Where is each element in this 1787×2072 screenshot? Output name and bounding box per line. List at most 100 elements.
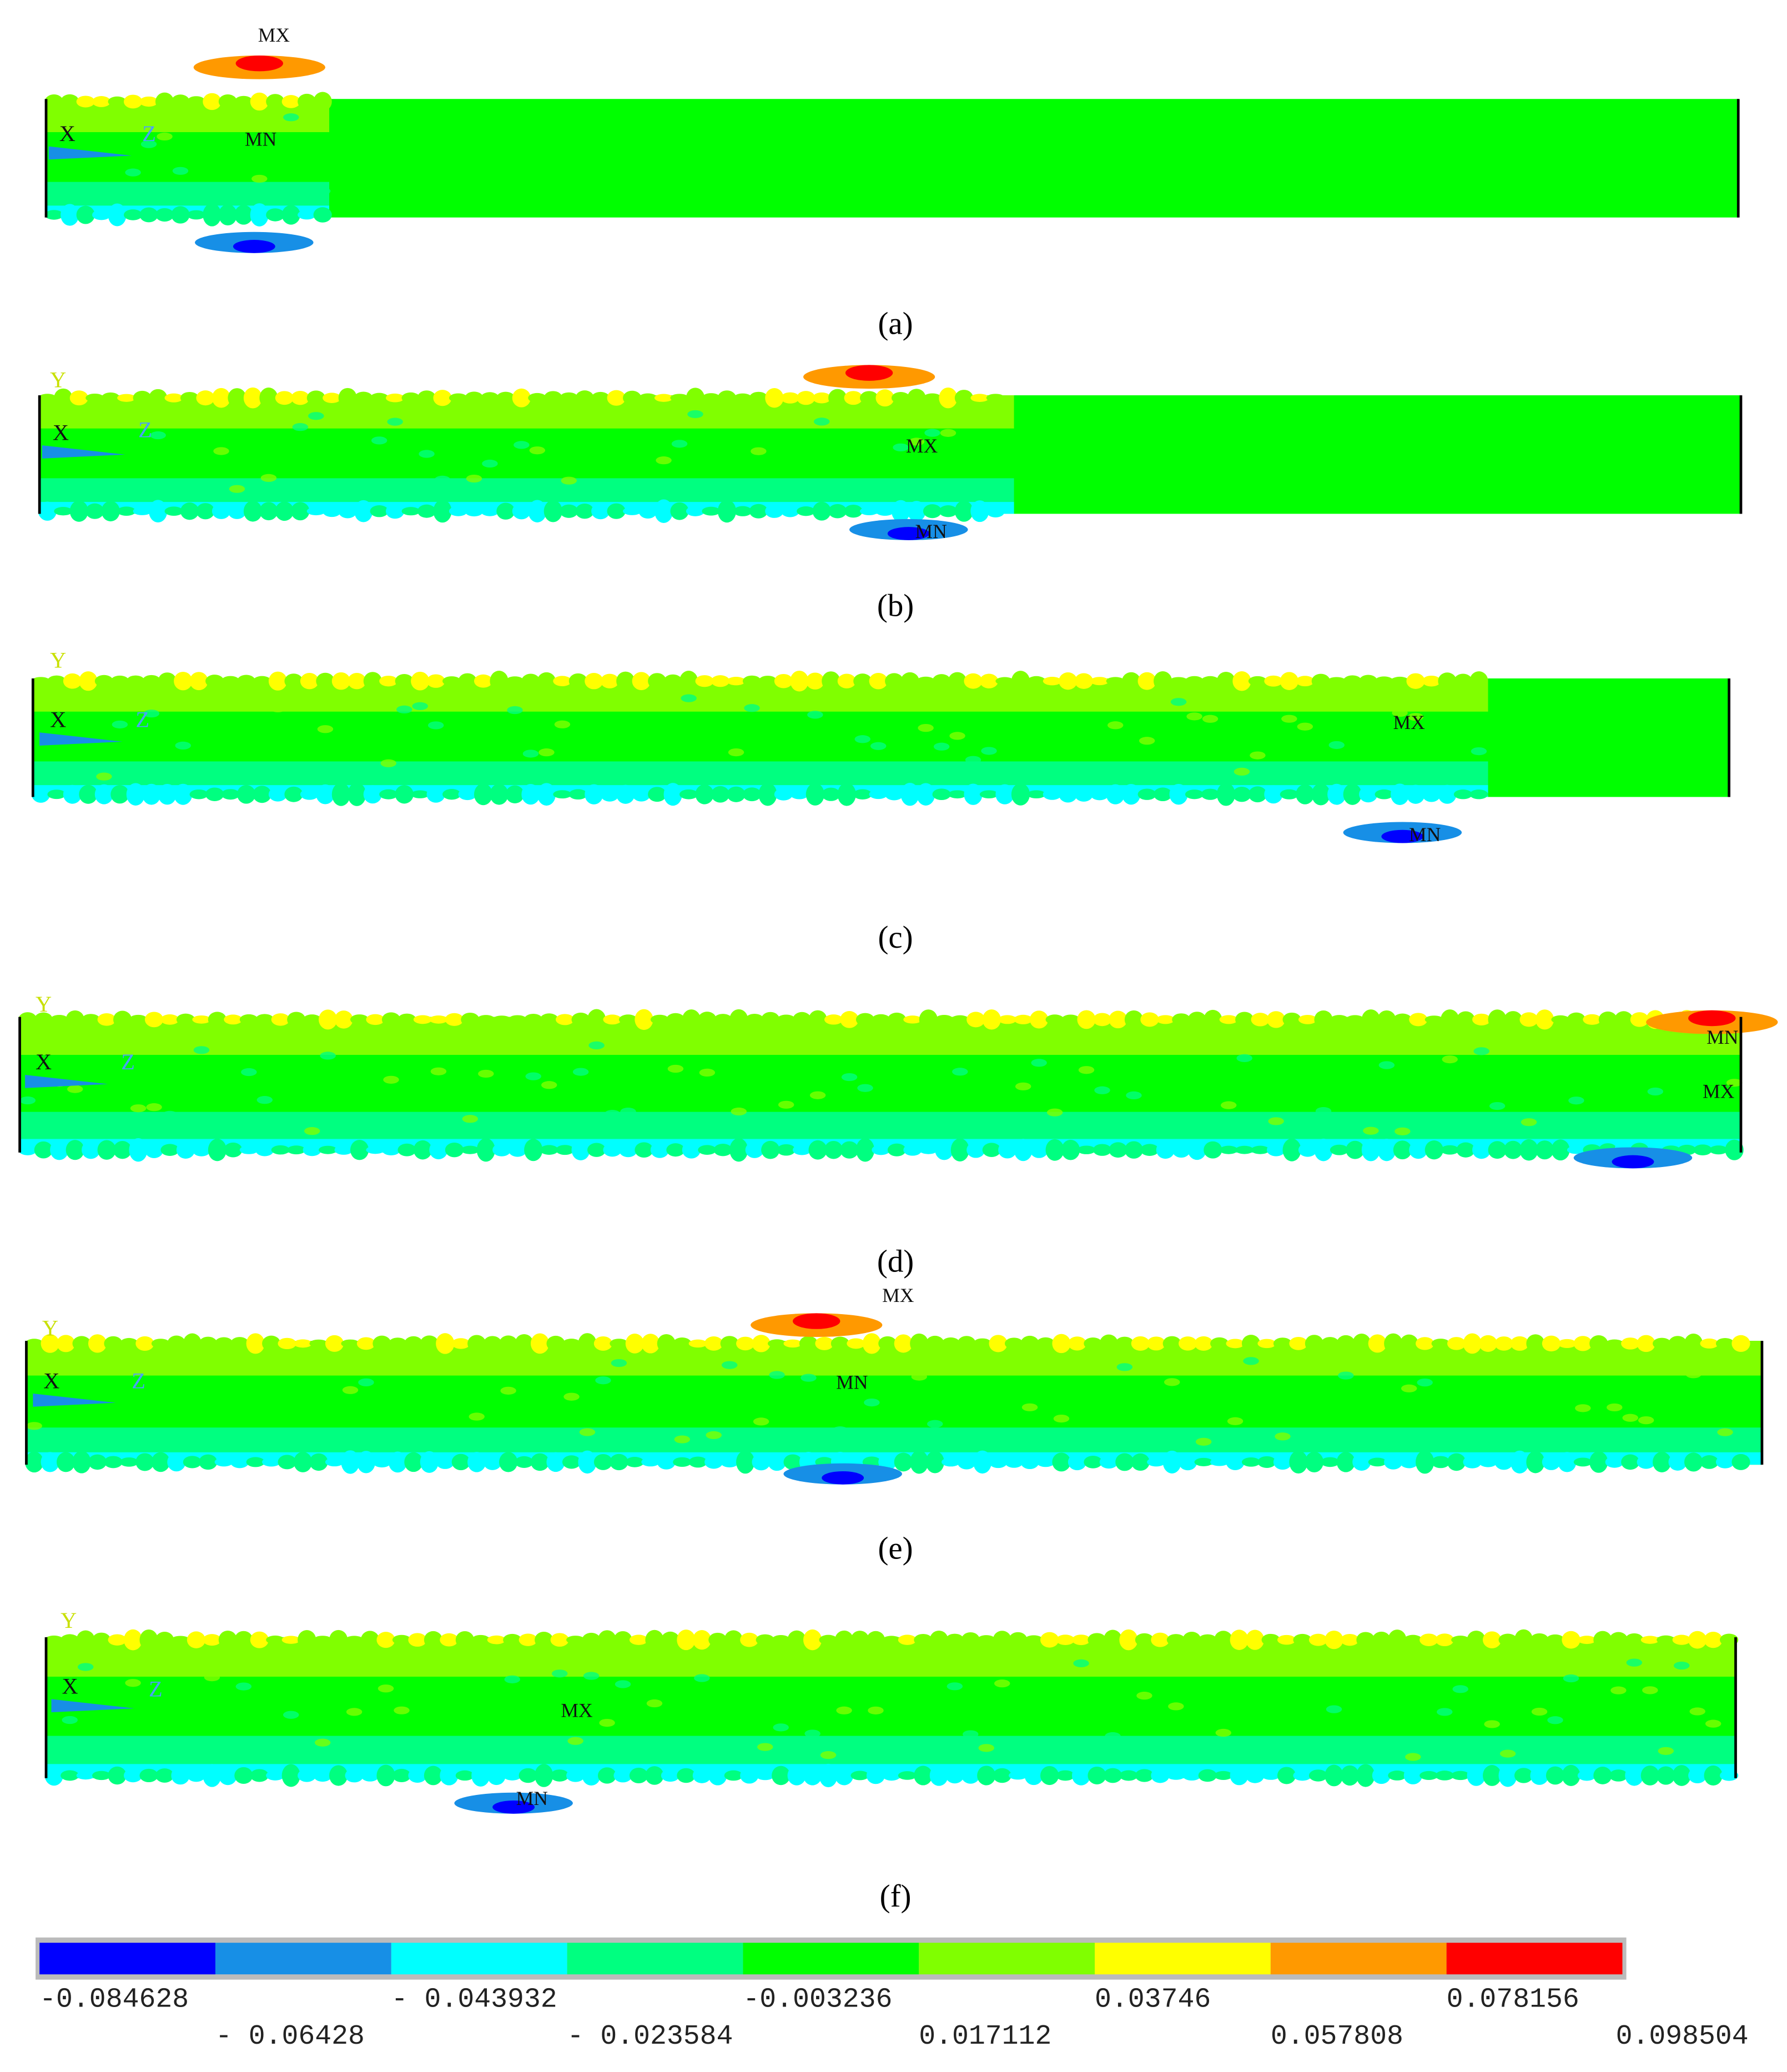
top-scallop <box>872 1014 890 1025</box>
top-scallop <box>688 1339 707 1348</box>
bottom-scallop <box>1099 1455 1118 1469</box>
bottom-scallop <box>1498 1764 1517 1787</box>
top-scallop <box>970 394 989 402</box>
top-scallop <box>635 1009 653 1030</box>
bottom-scallop <box>440 1766 459 1786</box>
bottom-scallop <box>164 506 183 516</box>
top-scallop <box>1422 675 1441 687</box>
bottom-scallop <box>142 783 161 805</box>
mesh-cell <box>1705 1719 1721 1728</box>
top-scallop <box>397 1013 416 1026</box>
top-scallop <box>313 1636 332 1644</box>
bottom-scallop <box>828 504 847 519</box>
top-scallop <box>408 1633 427 1647</box>
bottom-scallop <box>1077 1145 1096 1154</box>
top-scallop <box>376 1632 395 1648</box>
mesh-cell <box>251 174 268 183</box>
mesh-cell <box>1689 1707 1705 1716</box>
bottom-scallop <box>850 1771 869 1781</box>
bottom-scallop <box>1264 785 1283 804</box>
top-scallop <box>1235 1012 1254 1028</box>
min-label: MN <box>1707 1026 1738 1048</box>
top-scallop <box>1230 1630 1249 1650</box>
top-scallop <box>1583 1014 1602 1025</box>
colorbar-swatch <box>1270 1943 1447 1975</box>
mesh-cell <box>1385 1439 1401 1448</box>
top-scallop <box>461 1012 480 1027</box>
max-label: MX <box>1703 1080 1735 1102</box>
bottom-scallop <box>629 1767 648 1784</box>
bottom-scallop <box>977 1766 996 1786</box>
mesh-cell <box>374 1366 390 1374</box>
mesh-cell <box>1521 1118 1537 1126</box>
mesh-cell <box>77 1663 94 1671</box>
mesh-cell <box>346 1708 363 1716</box>
top-scallop <box>1494 1336 1513 1351</box>
mesh-cell <box>665 695 681 703</box>
top-scallop <box>1456 1011 1475 1028</box>
top-scallop <box>566 1636 585 1644</box>
top-scallop <box>528 393 547 403</box>
mesh-cell <box>529 446 546 455</box>
axis-label: X <box>62 1674 78 1699</box>
bottom-scallop <box>1153 787 1172 802</box>
bottom-scallop <box>1336 1452 1355 1472</box>
mesh-cell <box>500 1386 516 1395</box>
top-scallop <box>171 94 190 109</box>
mesh-cell <box>419 450 435 458</box>
mesh-cell <box>1499 1749 1516 1758</box>
mesh-cell <box>981 747 997 755</box>
max-spot <box>235 55 284 72</box>
top-scallop <box>287 1012 306 1028</box>
bottom-scallop <box>298 210 316 220</box>
top-scallop <box>341 1339 360 1348</box>
top-scallop <box>503 1633 522 1646</box>
panel: Y X Z MX MN (f) <box>44 1608 1739 1914</box>
top-scallop <box>79 671 98 691</box>
bottom-scallop <box>350 1139 369 1160</box>
bottom-scallop <box>964 783 983 805</box>
bottom-scallop <box>844 505 863 518</box>
top-scallop <box>413 1015 432 1024</box>
bottom-scallop <box>313 1769 332 1782</box>
bottom-scallop <box>855 1138 875 1162</box>
bottom-scallop <box>1103 1768 1122 1783</box>
bottom-scallop <box>250 203 269 227</box>
top-scallop <box>306 390 325 406</box>
bottom-scallop <box>392 1768 411 1782</box>
top-scallop <box>1447 1337 1466 1350</box>
mesh-cell <box>1575 1404 1591 1412</box>
mesh-cell <box>317 725 334 733</box>
top-scallop <box>218 1630 237 1649</box>
bottom-scallop <box>610 1454 628 1471</box>
bottom-scallop <box>812 501 831 521</box>
mesh-cell <box>583 1672 600 1680</box>
bottom-scallop <box>998 1141 1017 1159</box>
top-scallop <box>234 95 253 108</box>
panel: Y X Z MX MN (b) <box>38 365 1743 623</box>
bottom-scallop <box>505 785 525 803</box>
colorbar-label: 0.098504 <box>1616 2021 1749 2052</box>
top-scallop <box>88 1334 107 1353</box>
bottom-scallop <box>492 1143 511 1156</box>
top-scallop <box>1311 673 1330 688</box>
top-scallop <box>44 1635 63 1644</box>
bottom-scallop <box>291 502 310 521</box>
mesh-cell <box>380 759 397 767</box>
bottom-scallop <box>1040 1766 1059 1786</box>
bottom-scallop <box>341 1450 360 1474</box>
bottom-scallop <box>961 1767 980 1784</box>
mesh-cell <box>402 480 419 488</box>
bottom-scallop <box>293 1451 313 1472</box>
top-scallop <box>151 1339 170 1349</box>
top-scallop <box>496 391 515 404</box>
bottom-scallop <box>203 203 222 227</box>
bottom-scallop <box>1390 783 1410 806</box>
top-scallop <box>429 1015 448 1024</box>
mesh-cell <box>1401 1384 1417 1392</box>
bottom-scallop <box>919 1145 938 1154</box>
bottom-scallop <box>1093 1144 1112 1156</box>
bottom-scallop <box>214 1457 233 1467</box>
mesh-cell <box>125 1679 141 1687</box>
